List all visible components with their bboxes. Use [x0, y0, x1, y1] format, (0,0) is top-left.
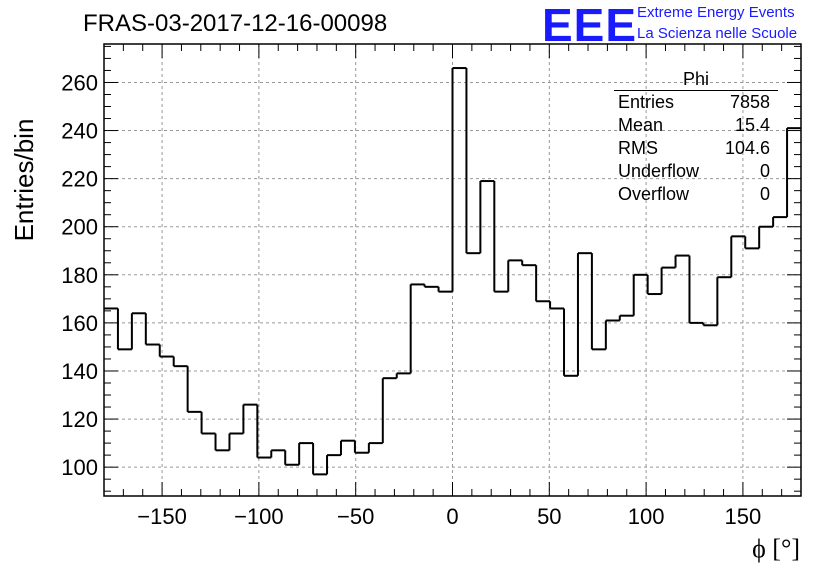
chart-title: FRAS-03-2017-12-16-00098 [83, 10, 388, 37]
stats-label: Mean [618, 115, 664, 135]
eee-logo: EEE [542, 0, 638, 51]
x-axis-label: ϕ [°] [752, 534, 800, 563]
x-tick-label: 100 [628, 504, 665, 529]
x-tick-label: 0 [446, 504, 458, 529]
y-tick-label: 260 [61, 70, 98, 95]
stats-label: Overflow [618, 184, 690, 204]
stats-row-underflow: Underflow 0 [612, 160, 778, 183]
logo-line-2: La Scienza nelle Scuole [637, 25, 798, 42]
stats-value: 7858 [729, 92, 770, 112]
stats-label: RMS [618, 138, 658, 158]
x-tick-label: −100 [234, 504, 284, 529]
logo-line-1: Extreme Energy Events [637, 4, 795, 21]
x-tick-label: −150 [137, 504, 187, 529]
stats-row-entries: Entries 7858 [612, 91, 778, 114]
stats-value: 0 [759, 184, 770, 204]
y-tick-label: 180 [61, 263, 98, 288]
x-tick-label: −50 [337, 504, 374, 529]
y-tick-label: 220 [61, 167, 98, 192]
stats-label: Underflow [618, 161, 700, 181]
x-tick-label: 150 [725, 504, 762, 529]
y-tick-label: 100 [61, 455, 98, 480]
histogram-bars [104, 67, 801, 476]
stats-label: Entries [618, 92, 675, 112]
y-tick-label: 120 [61, 407, 98, 432]
y-tick-label: 160 [61, 311, 98, 336]
x-tick-label: 50 [537, 504, 561, 529]
stats-box: Phi Entries 7858 Mean 15.4 RMS 104.6 Und… [612, 68, 778, 206]
stats-row-rms: RMS 104.6 [612, 137, 778, 160]
y-tick-label: 240 [61, 119, 98, 144]
y-tick-label: 200 [61, 215, 98, 240]
axes: −150 −100 −50 0 50 100 150 100 120 140 160 180 200 22… [61, 43, 802, 529]
stats-row-overflow: Overflow 0 [612, 183, 778, 206]
y-tick-label: 140 [61, 359, 98, 384]
stats-value: 15.4 [734, 115, 770, 135]
stats-row-mean: Mean 15.4 [612, 114, 778, 137]
stats-title: Phi [614, 68, 778, 91]
stats-value: 104.6 [724, 138, 770, 158]
stats-value: 0 [759, 161, 770, 181]
y-axis-label: Entries/bin [9, 119, 39, 242]
